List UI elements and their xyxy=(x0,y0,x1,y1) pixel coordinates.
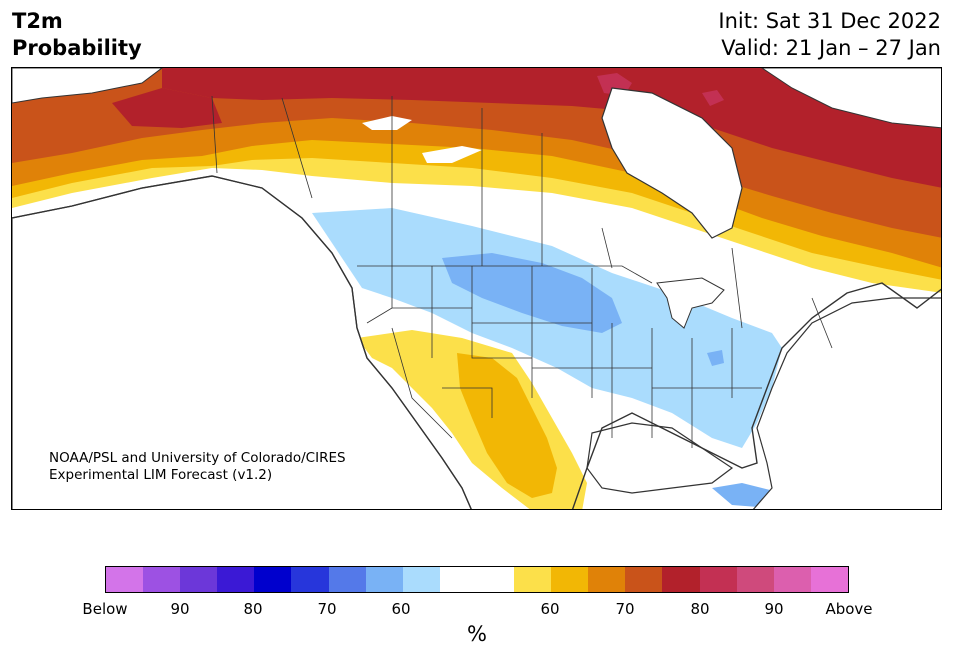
credit-line-1: NOAA/PSL and University of Colorado/CIRE… xyxy=(49,450,346,466)
above-60-region-southwest xyxy=(457,353,557,498)
great-bear-lake xyxy=(422,146,482,163)
colorbar-tick-label: 60 xyxy=(540,600,560,618)
colorbar-cell xyxy=(291,567,329,592)
colorbar xyxy=(105,566,849,593)
colorbar-cell xyxy=(625,567,663,592)
colorbar-tick-label: Below xyxy=(82,600,128,618)
colorbar-tick-label: 60 xyxy=(391,600,411,618)
probability-map xyxy=(12,68,941,509)
credit-line-2: Experimental LIM Forecast (v1.2) xyxy=(49,467,273,483)
above-80-region-alaska xyxy=(112,88,222,128)
colorbar-cell xyxy=(551,567,589,592)
variable-label: T2m xyxy=(12,9,63,33)
colorbar-cell xyxy=(180,567,218,592)
colorbar-tick-label: 80 xyxy=(690,600,710,618)
product-label: Probability xyxy=(12,36,142,60)
hudson-bay xyxy=(601,87,743,239)
above-90-region-small xyxy=(702,90,724,106)
colorbar-cell xyxy=(588,567,626,592)
colorbar-tick-label: 70 xyxy=(317,600,337,618)
colorbar-cell xyxy=(217,567,255,592)
colorbar-cell xyxy=(439,567,477,592)
colorbar-tick-label: 70 xyxy=(615,600,635,618)
colorbar-cell xyxy=(328,567,366,592)
colorbar-tick-label: 90 xyxy=(764,600,784,618)
great-lakes xyxy=(656,277,725,329)
colorbar-cell xyxy=(736,567,774,592)
arctic-ocean xyxy=(12,68,163,104)
colorbar-tick-label: Above xyxy=(825,600,873,618)
below-60-region-east xyxy=(707,350,724,366)
colorbar-cell xyxy=(106,567,144,592)
init-date: Init: Sat 31 Dec 2022 xyxy=(718,9,941,33)
colorbar-cell xyxy=(402,567,440,592)
colorbar-cell xyxy=(662,567,700,592)
colorbar-cell xyxy=(699,567,737,592)
above-80-region-north xyxy=(162,68,941,188)
valid-date: Valid: 21 Jan – 27 Jan xyxy=(721,36,941,60)
colorbar-unit: % xyxy=(467,622,487,646)
coastline xyxy=(12,175,941,509)
colorbar-cell xyxy=(476,567,515,592)
date-info: Init: Sat 31 Dec 2022 Valid: 21 Jan – 27… xyxy=(718,8,941,62)
map-panel xyxy=(11,67,942,510)
colorbar-tick-label: 80 xyxy=(243,600,263,618)
map-title: T2m Probability xyxy=(12,8,142,62)
colorbar-cell xyxy=(514,567,552,592)
political-borders xyxy=(211,95,833,448)
colorbar-tick-label: 90 xyxy=(170,600,190,618)
colorbar-cell xyxy=(810,567,848,592)
colorbar-cell xyxy=(365,567,403,592)
credit-text: NOAA/PSL and University of Colorado/CIRE… xyxy=(49,450,346,484)
atlantic-ocean xyxy=(752,297,941,509)
colorbar-cell xyxy=(254,567,292,592)
neutral-band xyxy=(272,176,941,338)
colorbar-cell xyxy=(143,567,181,592)
great-slave-lake xyxy=(362,116,412,130)
north-atlantic xyxy=(761,68,941,129)
colorbar-cell xyxy=(773,567,811,592)
